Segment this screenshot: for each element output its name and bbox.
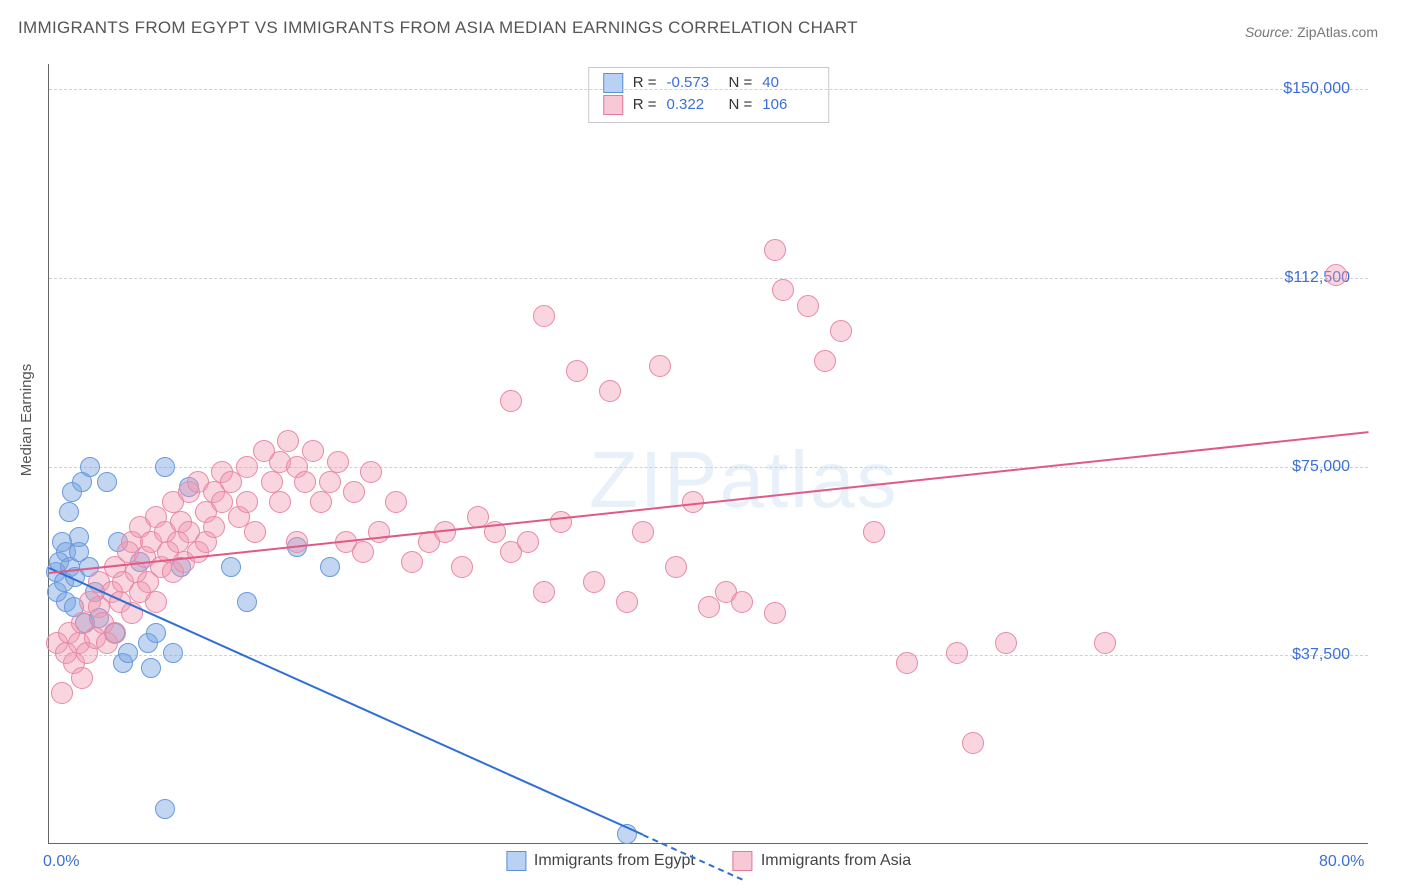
gridline bbox=[49, 278, 1368, 279]
stat-value-n: 106 bbox=[762, 94, 814, 116]
stat-label-r: R = bbox=[633, 72, 657, 94]
legend-swatch bbox=[603, 95, 623, 115]
scatter-point bbox=[327, 451, 349, 473]
legend-label: Immigrants from Egypt bbox=[534, 852, 695, 870]
trend-line bbox=[49, 567, 644, 836]
scatter-point bbox=[583, 571, 605, 593]
scatter-point bbox=[146, 623, 166, 643]
y-tick-label: $37,500 bbox=[1292, 646, 1350, 664]
scatter-point bbox=[261, 471, 283, 493]
stat-value-r: 0.322 bbox=[667, 94, 719, 116]
scatter-point bbox=[385, 491, 407, 513]
scatter-point bbox=[533, 581, 555, 603]
scatter-point bbox=[599, 380, 621, 402]
scatter-point bbox=[118, 643, 138, 663]
scatter-point bbox=[80, 457, 100, 477]
scatter-point bbox=[451, 556, 473, 578]
x-tick-label: 0.0% bbox=[43, 853, 79, 871]
scatter-point bbox=[797, 295, 819, 317]
scatter-point bbox=[772, 279, 794, 301]
scatter-point bbox=[310, 491, 332, 513]
y-tick-label: $150,000 bbox=[1283, 80, 1350, 98]
scatter-point bbox=[566, 360, 588, 382]
scatter-point bbox=[896, 652, 918, 674]
scatter-point bbox=[269, 491, 291, 513]
scatter-point bbox=[764, 602, 786, 624]
scatter-point bbox=[294, 471, 316, 493]
legend-swatch bbox=[506, 851, 526, 871]
chart-title: IMMIGRANTS FROM EGYPT VS IMMIGRANTS FROM… bbox=[18, 18, 858, 38]
scatter-point bbox=[59, 502, 79, 522]
scatter-point bbox=[320, 557, 340, 577]
scatter-point bbox=[286, 531, 308, 553]
scatter-point bbox=[51, 682, 73, 704]
scatter-point bbox=[830, 320, 852, 342]
scatter-point bbox=[550, 511, 572, 533]
scatter-point bbox=[319, 471, 341, 493]
scatter-point bbox=[1325, 264, 1347, 286]
scatter-point bbox=[145, 591, 167, 613]
scatter-point bbox=[237, 592, 257, 612]
scatter-point bbox=[277, 430, 299, 452]
legend-item: Immigrants from Asia bbox=[733, 851, 911, 871]
stat-label-n: N = bbox=[729, 72, 753, 94]
scatter-point bbox=[814, 350, 836, 372]
scatter-plot: ZIPatlas R =-0.573N =40R =0.322N =106 Im… bbox=[48, 64, 1368, 844]
scatter-point bbox=[221, 557, 241, 577]
scatter-point bbox=[616, 591, 638, 613]
scatter-point bbox=[163, 643, 183, 663]
stat-value-n: 40 bbox=[762, 72, 814, 94]
legend-item: Immigrants from Egypt bbox=[506, 851, 695, 871]
y-axis-title: Median Earnings bbox=[18, 364, 35, 477]
scatter-point bbox=[236, 491, 258, 513]
scatter-point bbox=[517, 531, 539, 553]
correlation-stats-box: R = -0.573 N = 40 R = 0.322 N = 106 bbox=[588, 67, 830, 123]
scatter-point bbox=[649, 355, 671, 377]
legend-swatch bbox=[733, 851, 753, 871]
scatter-point bbox=[500, 390, 522, 412]
y-tick-label: $75,000 bbox=[1292, 458, 1350, 476]
source-value: ZipAtlas.com bbox=[1297, 24, 1378, 40]
stat-label-r: R = bbox=[633, 94, 657, 116]
scatter-point bbox=[343, 481, 365, 503]
scatter-point bbox=[533, 305, 555, 327]
source-label: Source: bbox=[1245, 24, 1293, 40]
scatter-point bbox=[71, 667, 93, 689]
scatter-point bbox=[104, 622, 126, 644]
scatter-point bbox=[97, 472, 117, 492]
stat-label-n: N = bbox=[729, 94, 753, 116]
scatter-point bbox=[302, 440, 324, 462]
scatter-point bbox=[665, 556, 687, 578]
scatter-point bbox=[731, 591, 753, 613]
scatter-point bbox=[401, 551, 423, 573]
scatter-point bbox=[155, 799, 175, 819]
scatter-point bbox=[155, 457, 175, 477]
source-attribution: Source: ZipAtlas.com bbox=[1245, 24, 1378, 40]
scatter-point bbox=[995, 632, 1017, 654]
legend-label: Immigrants from Asia bbox=[761, 852, 911, 870]
scatter-point bbox=[368, 521, 390, 543]
scatter-point bbox=[141, 658, 161, 678]
scatter-point bbox=[1094, 632, 1116, 654]
scatter-point bbox=[352, 541, 374, 563]
scatter-point bbox=[863, 521, 885, 543]
bottom-legend: Immigrants from Egypt Immigrants from Asi… bbox=[506, 851, 911, 871]
gridline bbox=[49, 89, 1368, 90]
stats-row: R = 0.322 N = 106 bbox=[603, 94, 815, 116]
x-tick-label: 80.0% bbox=[1319, 853, 1364, 871]
scatter-point bbox=[203, 516, 225, 538]
scatter-point bbox=[962, 732, 984, 754]
stats-row: R = -0.573 N = 40 bbox=[603, 72, 815, 94]
scatter-point bbox=[632, 521, 654, 543]
scatter-point bbox=[244, 521, 266, 543]
stat-value-r: -0.573 bbox=[667, 72, 719, 94]
scatter-point bbox=[360, 461, 382, 483]
scatter-point bbox=[946, 642, 968, 664]
scatter-point bbox=[764, 239, 786, 261]
watermark-text: ZIPatlas bbox=[589, 434, 898, 526]
